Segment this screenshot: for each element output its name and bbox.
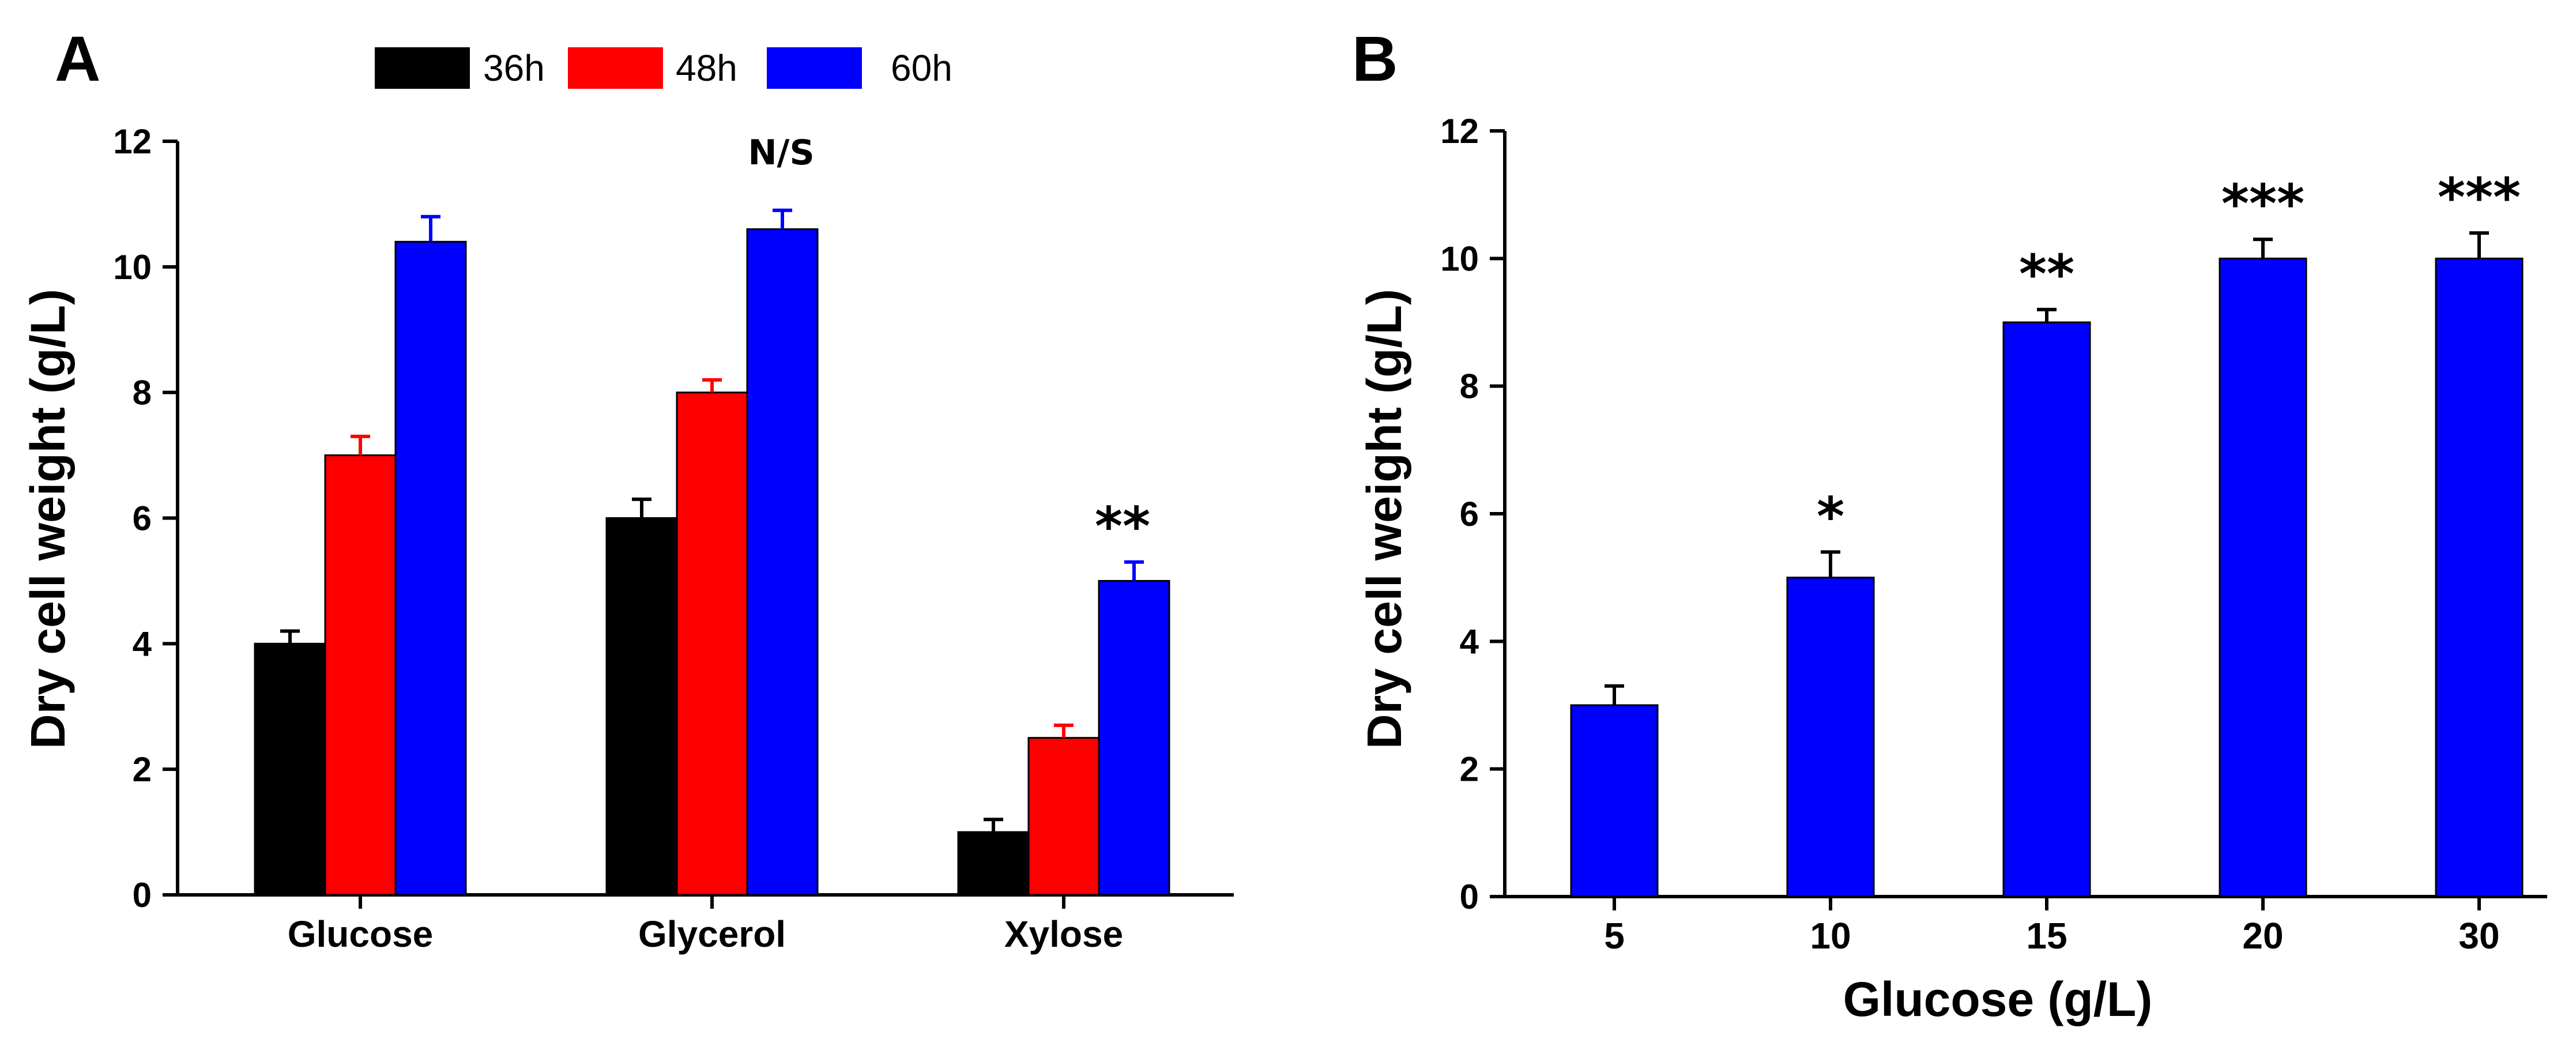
y-tick-label: 6 — [133, 499, 152, 538]
bar-glucose-5 — [1570, 704, 1659, 898]
significance-stars: *** — [2438, 167, 2521, 228]
bar-glucose-15 — [2002, 321, 2091, 898]
x-category-label: Glycerol — [638, 913, 786, 955]
y-axis-title-a: Dry cell weight (g/L) — [21, 289, 75, 749]
significance-stars: ** — [1095, 496, 1150, 558]
legend-label-48h: 48h — [676, 47, 737, 89]
legend-label-60h: 60h — [891, 47, 952, 89]
x-category-label: Glucose — [288, 913, 434, 955]
y-tick-label: 6 — [1460, 495, 1479, 533]
x-category-label: Xylose — [1004, 913, 1123, 955]
y-axis-title-b: Dry cell weight (g/L) — [1357, 289, 1411, 749]
x-category-label: 5 — [1604, 915, 1625, 957]
panel-a-letter: A — [55, 24, 100, 95]
y-tick-label: 8 — [1460, 367, 1479, 406]
y-tick-label: 2 — [133, 750, 152, 789]
y-tick-label: 10 — [1440, 239, 1479, 278]
significance-stars: * — [1817, 485, 1844, 547]
y-tick-label: 8 — [133, 374, 152, 412]
legend-swatch-60h — [767, 47, 862, 89]
y-tick-label: 12 — [1440, 112, 1479, 150]
panel-a: A 36h 48h 60h 0 2 4 6 8 10 12 Glucose Glycerol Xy… — [21, 24, 1234, 955]
legend: 36h 48h 60h — [375, 47, 952, 89]
bar-xylose-60h — [1098, 579, 1170, 896]
bar-glucose-30 — [2435, 257, 2524, 898]
bar-glycerol-36h — [605, 517, 678, 896]
panel-b-letter: B — [1352, 24, 1398, 95]
plot-area-a: 0 2 4 6 8 10 12 Glucose Glycerol Xylose N/S ** — [113, 122, 1234, 955]
legend-label-36h: 36h — [483, 47, 545, 89]
x-category-label: 15 — [2026, 915, 2067, 957]
bar-glucose-60h — [394, 240, 467, 896]
panel-b: B 0 2 4 6 8 10 12 5 10 * 15 ** 20 *** 30 *** Dry cell w… — [1352, 24, 2547, 1026]
bar-glucose-36h — [254, 642, 326, 896]
x-axis-title-b: Glucose (g/L) — [1843, 972, 2153, 1026]
bar-glucose-10 — [1786, 577, 1875, 898]
bar-glycerol-48h — [676, 392, 748, 896]
bar-glycerol-60h — [746, 228, 819, 896]
x-category-label: 10 — [1810, 915, 1851, 957]
significance-stars: *** — [2221, 173, 2304, 235]
significance-stars: ** — [2019, 243, 2074, 305]
x-category-label: 20 — [2242, 915, 2283, 957]
legend-swatch-36h — [375, 47, 470, 89]
bar-xylose-48h — [1027, 737, 1100, 896]
y-tick-label: 12 — [113, 122, 152, 161]
y-tick-label: 0 — [1460, 878, 1479, 916]
legend-swatch-48h — [568, 47, 663, 89]
bar-glucose-48h — [324, 454, 397, 896]
significance-ns: N/S — [748, 133, 814, 173]
y-tick-label: 10 — [113, 248, 152, 287]
y-tick-label: 4 — [1460, 622, 1479, 661]
y-tick-label: 2 — [1460, 750, 1479, 789]
y-tick-label: 0 — [133, 876, 152, 914]
bar-glucose-20 — [2219, 257, 2307, 898]
bar-xylose-36h — [957, 831, 1030, 896]
x-category-label: 30 — [2458, 915, 2499, 957]
plot-area-b: 0 2 4 6 8 10 12 5 10 * 15 ** 20 *** 30 *** — [1440, 112, 2547, 957]
y-tick-label: 4 — [133, 624, 152, 663]
